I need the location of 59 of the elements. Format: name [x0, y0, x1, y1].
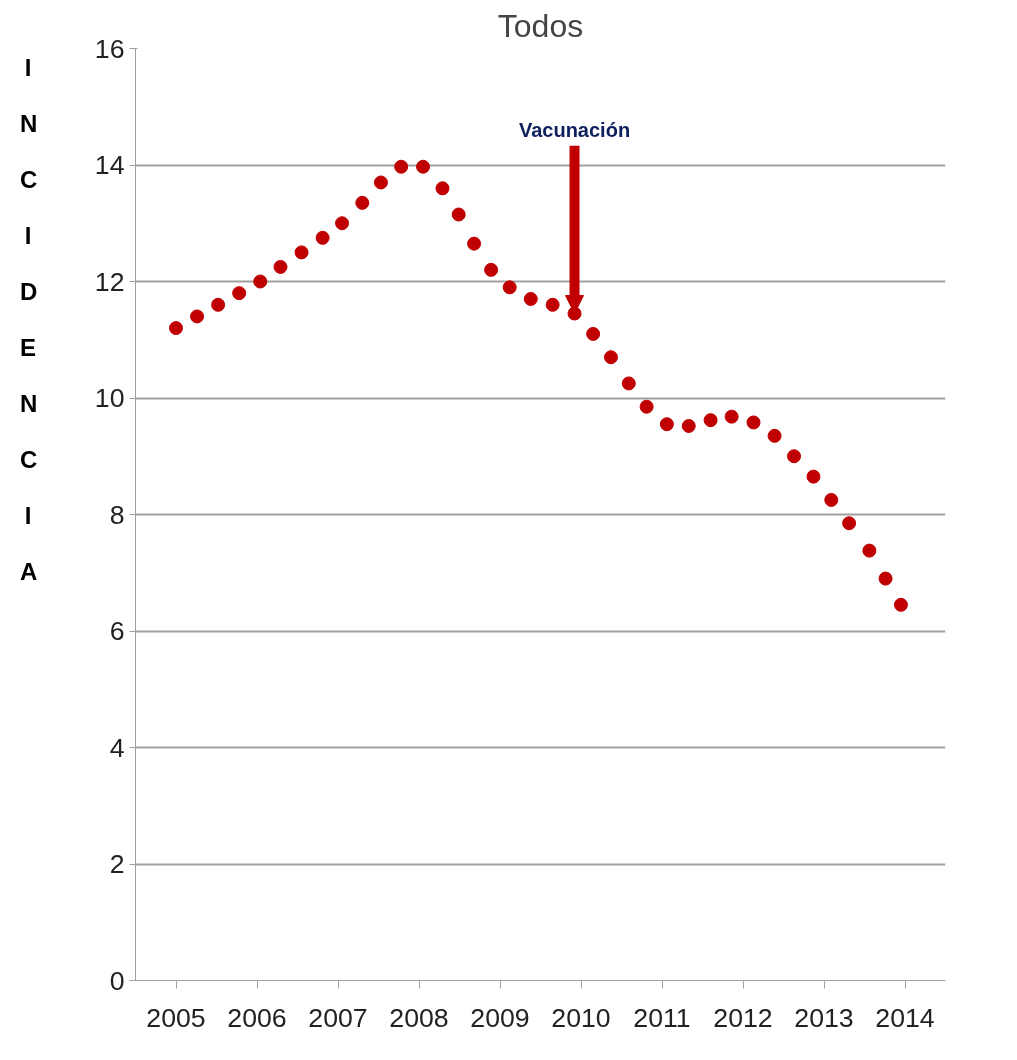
point: [862, 543, 877, 558]
point: [787, 449, 802, 464]
point: [435, 181, 450, 196]
point: [394, 159, 409, 174]
chart-title: Todos: [497, 7, 584, 44]
point: [190, 309, 205, 324]
y-tick-label: 8: [109, 499, 125, 530]
y-tick-label: 10: [94, 383, 125, 413]
point: [681, 418, 696, 433]
point: [824, 492, 839, 507]
point: [659, 417, 674, 432]
point: [232, 286, 247, 301]
point: [416, 159, 431, 174]
point: [893, 597, 908, 612]
point: [842, 516, 857, 531]
point: [545, 297, 560, 312]
point: [467, 236, 482, 251]
y-tick-label: 6: [109, 616, 125, 646]
y-tick-label: 0: [109, 965, 125, 996]
y-tick-label: 2: [109, 849, 125, 879]
ylabel: INCIDENCIA: [20, 53, 36, 587]
x-tick-label: 2012: [713, 1002, 773, 1033]
y-tick-label: 14: [94, 150, 125, 180]
x-tick-label: 2006: [227, 1002, 287, 1033]
point: [451, 207, 466, 222]
point: [746, 415, 761, 430]
point: [315, 230, 330, 245]
point: [703, 413, 718, 428]
x-tick-label: 2007: [308, 1002, 368, 1033]
x-tick-label: 2014: [875, 1002, 935, 1033]
point: [169, 321, 183, 336]
y-tick-label: 12: [94, 266, 125, 297]
point: [355, 195, 370, 210]
point: [211, 297, 226, 312]
point: [767, 428, 782, 443]
x-tick-label: 2008: [389, 1002, 449, 1033]
point: [484, 262, 499, 277]
point: [586, 326, 601, 341]
y-tick-label: 4: [109, 732, 125, 763]
point: [621, 376, 636, 391]
point: [294, 245, 309, 260]
point: [273, 259, 288, 274]
point: [335, 216, 350, 231]
y-tick-label: 16: [94, 33, 125, 64]
x-tick-label: 2009: [470, 1002, 530, 1033]
x-tick-label: 2010: [551, 1002, 611, 1033]
point: [523, 291, 538, 306]
x-tick-label: 2013: [794, 1002, 854, 1033]
point: [502, 280, 517, 295]
point: [603, 350, 618, 365]
x-tick-label: 2011: [633, 1002, 691, 1033]
point: [253, 274, 268, 289]
point: [724, 409, 739, 424]
x-tick-label: 2005: [146, 1002, 206, 1033]
point: [639, 399, 654, 414]
point: [373, 175, 388, 190]
annotation: Vacunación: [518, 119, 631, 142]
point: [878, 571, 893, 586]
point: [806, 469, 821, 484]
